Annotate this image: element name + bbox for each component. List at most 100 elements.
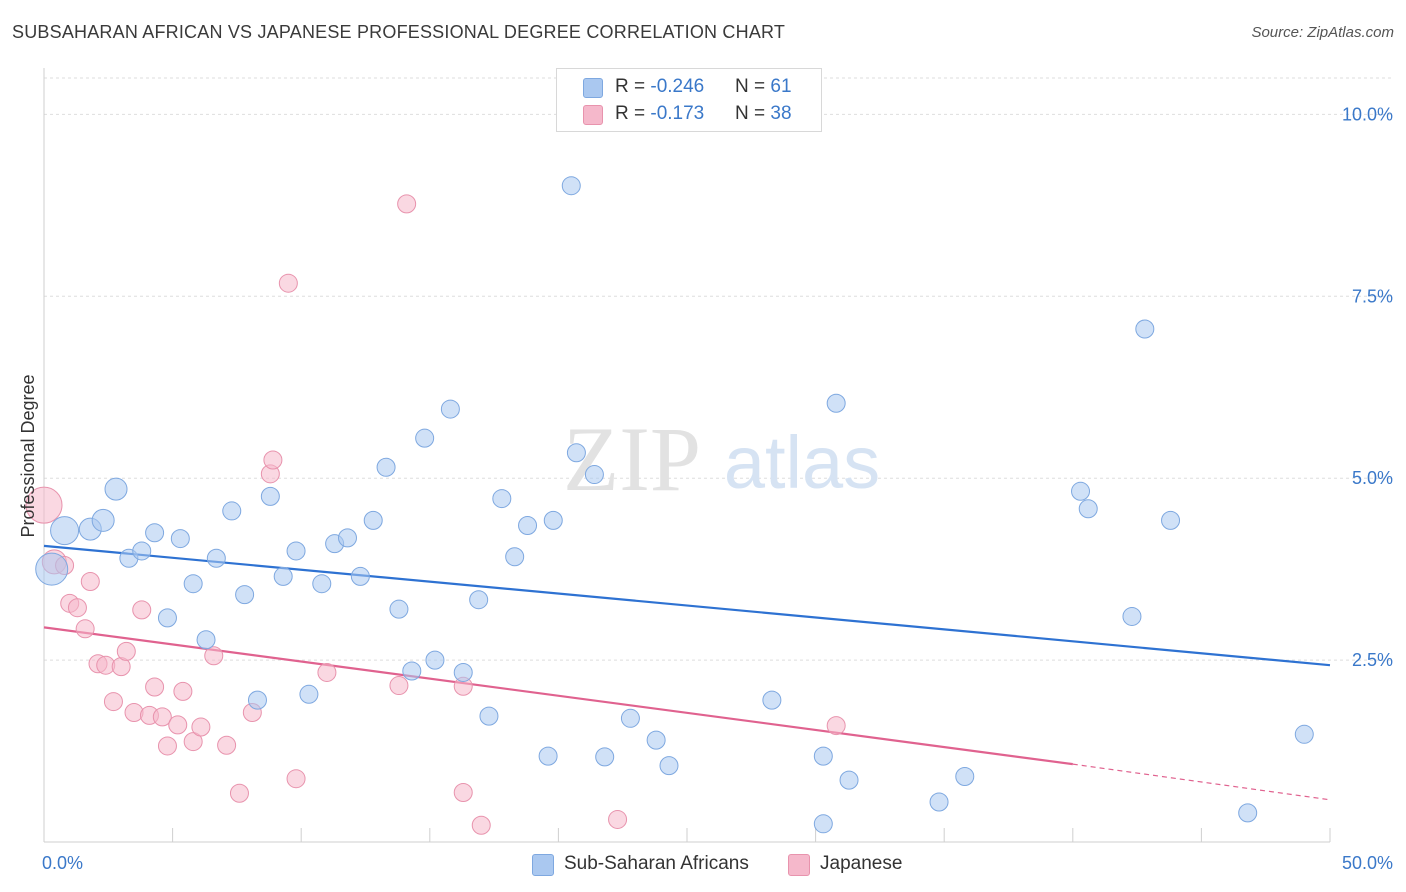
point-subsaharan	[839, 770, 859, 790]
point-subsaharan	[505, 547, 525, 567]
trend-line-subsaharan	[43, 544, 1331, 667]
legend-row-subsaharan: R = -0.246 N = 61	[557, 74, 821, 100]
point-japanese	[25, 486, 63, 524]
point-subsaharan	[183, 574, 203, 594]
point-subsaharan	[273, 566, 293, 586]
x-tick-label: 0.0%	[42, 853, 83, 873]
watermark: ZIP atlas	[563, 408, 880, 510]
point-japanese	[145, 677, 165, 697]
point-subsaharan	[813, 746, 833, 766]
point-japanese	[183, 732, 203, 752]
gridlines	[44, 77, 1392, 661]
y-tick-label: 10.0%	[1342, 104, 1393, 124]
point-subsaharan	[415, 428, 435, 448]
point-subsaharan	[1294, 724, 1314, 744]
point-japanese	[75, 619, 95, 639]
correlation-legend: R = -0.246 N = 61 R = -0.173 N = 38	[556, 68, 822, 132]
point-subsaharan	[376, 457, 396, 477]
y-tick-label: 5.0%	[1352, 468, 1393, 488]
point-japanese	[157, 736, 177, 756]
point-japanese	[389, 676, 409, 696]
point-japanese	[229, 783, 249, 803]
point-japanese	[116, 641, 136, 661]
point-subsaharan	[543, 510, 563, 530]
point-japanese	[453, 783, 473, 803]
point-japanese	[168, 715, 188, 735]
legend-swatch-blue	[583, 78, 603, 98]
legend-row-japanese: R = -0.173 N = 38	[557, 101, 821, 127]
point-subsaharan	[1122, 606, 1142, 626]
point-japanese	[278, 273, 298, 293]
point-subsaharan	[91, 508, 115, 532]
point-japanese	[317, 662, 337, 682]
point-subsaharan	[955, 767, 975, 787]
y-axis-label: Professional Degree	[18, 374, 38, 537]
point-subsaharan	[1161, 510, 1181, 530]
legend-label: Sub-Saharan Africans	[564, 853, 749, 874]
legend-r-value: -0.246	[650, 76, 705, 97]
point-subsaharan	[247, 690, 267, 710]
point-subsaharan	[286, 541, 306, 561]
point-japanese	[173, 681, 193, 701]
point-subsaharan	[469, 590, 489, 610]
y-tick-label: 7.5%	[1352, 286, 1393, 306]
point-subsaharan	[196, 630, 216, 650]
watermark-atlas: atlas	[724, 421, 880, 504]
point-subsaharan	[659, 756, 679, 776]
point-japanese	[471, 815, 491, 835]
point-subsaharan	[132, 541, 152, 561]
point-subsaharan	[566, 443, 586, 463]
point-japanese	[204, 646, 224, 666]
point-subsaharan	[260, 486, 280, 506]
trend-lines	[43, 544, 1331, 801]
point-subsaharan	[206, 548, 226, 568]
point-japanese	[103, 692, 123, 712]
point-subsaharan	[826, 393, 846, 413]
data-points	[25, 176, 1314, 835]
legend-r: R = -0.246	[615, 76, 705, 97]
point-subsaharan	[561, 176, 581, 196]
y-tick-label: 2.5%	[1352, 650, 1393, 670]
legend-label: Japanese	[820, 853, 903, 874]
series-legend: Sub-Saharan Africans Japanese	[0, 852, 1406, 878]
trend-line-extension	[1072, 763, 1331, 801]
point-subsaharan	[402, 661, 422, 681]
point-subsaharan	[492, 489, 512, 509]
legend-swatch-pink	[788, 854, 810, 876]
point-subsaharan	[235, 585, 255, 605]
point-subsaharan	[1135, 319, 1155, 339]
x-tick-label: 50.0%	[1342, 853, 1393, 873]
point-japanese	[397, 194, 417, 214]
point-subsaharan	[453, 662, 473, 682]
legend-r-value: -0.173	[650, 103, 705, 124]
point-subsaharan	[595, 747, 615, 767]
point-japanese	[191, 717, 211, 737]
point-subsaharan	[762, 690, 782, 710]
legend-swatch-pink	[583, 105, 603, 125]
legend-n-value: 61	[770, 76, 792, 97]
legend-n-value: 38	[770, 103, 792, 124]
legend-swatch-blue	[532, 854, 554, 876]
point-subsaharan	[363, 510, 383, 530]
point-subsaharan	[299, 684, 319, 704]
point-subsaharan	[479, 706, 499, 726]
point-subsaharan	[389, 599, 409, 619]
point-subsaharan	[518, 515, 538, 535]
point-japanese	[263, 450, 283, 470]
point-subsaharan	[337, 528, 357, 548]
point-subsaharan	[104, 477, 128, 501]
point-subsaharan	[538, 746, 558, 766]
point-japanese	[132, 600, 152, 620]
point-japanese	[67, 598, 87, 618]
point-japanese	[152, 707, 172, 727]
point-subsaharan	[425, 650, 445, 670]
point-subsaharan	[35, 552, 69, 586]
chart-title: SUBSAHARAN AFRICAN VS JAPANESE PROFESSIO…	[12, 22, 786, 42]
point-subsaharan	[620, 708, 640, 728]
point-japanese	[826, 716, 846, 736]
watermark-zip: ZIP	[563, 408, 701, 510]
point-subsaharan	[1238, 803, 1258, 823]
point-japanese	[286, 769, 306, 789]
point-subsaharan	[813, 814, 833, 834]
